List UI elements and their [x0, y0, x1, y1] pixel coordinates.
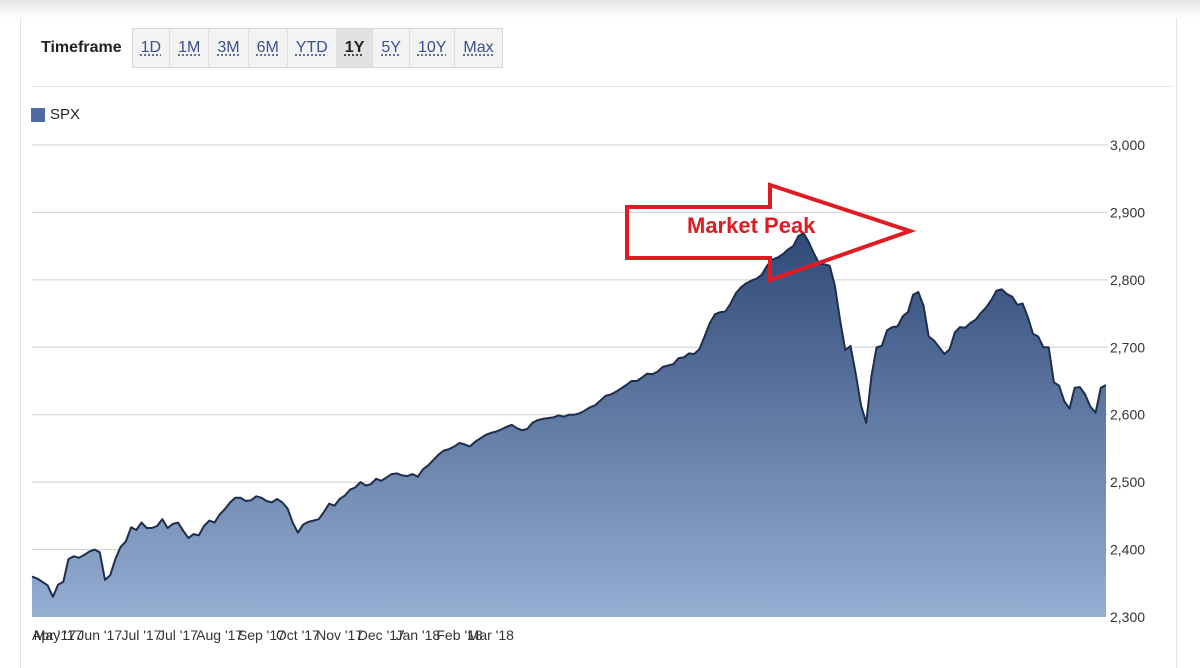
x-tick-label: Oct '17 [276, 627, 320, 643]
x-tick-label: Dec '17 [358, 627, 405, 643]
x-tick-label: Feb '18 [436, 627, 482, 643]
timeframe-button-1y[interactable]: 1Y [336, 29, 374, 67]
x-tick-label: Jun '17 [77, 627, 122, 643]
y-tick-label: 2,300 [1110, 609, 1145, 625]
x-tick-label: Jul '17 [121, 627, 161, 643]
y-tick-label: 3,000 [1110, 137, 1145, 153]
y-tick-label: 2,900 [1110, 204, 1145, 220]
spx-line [31, 232, 1107, 598]
timeframe-label: Timeframe [41, 39, 122, 56]
top-shadow [0, 0, 1200, 18]
timeframe-button-group: 1D 1M 3M 6M YTD 1Y 5Y 10Y Max [131, 28, 503, 68]
x-tick-label: Apr '17 [32, 627, 76, 643]
timeframe-button-ytd[interactable]: YTD [288, 29, 337, 67]
timeframe-button-10y[interactable]: 10Y [410, 29, 456, 67]
annotation-arrow [625, 182, 917, 283]
timeframe-button-6m[interactable]: 6M [249, 29, 288, 67]
x-tick-label: May '17 [34, 627, 83, 643]
timeframe-bar: Timeframe 1D 1M 3M 6M YTD 1Y 5Y 10Y Max [41, 28, 503, 68]
legend[interactable]: SPX [31, 106, 80, 123]
market-peak-annotation: Market Peak [625, 182, 917, 283]
y-tick-label: 2,600 [1110, 407, 1145, 423]
timeframe-button-1d[interactable]: 1D [133, 29, 171, 67]
y-tick-label: 2,500 [1110, 474, 1145, 490]
y-axis-labels: 2,300 2,400 2,500 2,600 2,700 2,800 2,900 3,000 [1110, 137, 1145, 625]
toolbar-divider [33, 86, 1173, 87]
timeframe-button-1m[interactable]: 1M [170, 29, 210, 67]
annotation-text: Market Peak [687, 213, 816, 238]
y-tick-label: 2,800 [1110, 272, 1145, 288]
x-tick-label: Nov '17 [316, 627, 363, 643]
legend-swatch [31, 107, 45, 122]
timeframe-button-3m[interactable]: 3M [209, 29, 249, 67]
x-tick-label: Sep '17 [238, 627, 285, 643]
spx-area-fill [32, 233, 1106, 618]
timeframe-button-5y[interactable]: 5Y [373, 29, 410, 67]
y-tick-label: 2,400 [1110, 542, 1145, 558]
legend-label-spx: SPX [50, 106, 81, 123]
y-tick-label: 2,700 [1110, 339, 1145, 355]
x-tick-label: Jan '18 [395, 627, 440, 643]
chart-panel: Timeframe 1D 1M 3M 6M YTD 1Y 5Y 10Y Max SPX [20, 18, 1177, 668]
x-tick-label: Mar '18 [468, 627, 514, 643]
x-tick-label: Aug '17 [196, 627, 243, 643]
timeframe-button-max[interactable]: Max [463, 39, 494, 56]
x-tick-label: Jul '17 [158, 627, 198, 643]
